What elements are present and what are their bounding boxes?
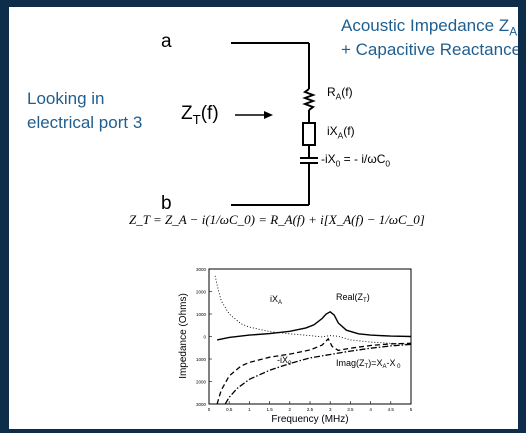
series-line-dashdot [224, 343, 412, 405]
y-tick-label: 2000 [196, 290, 207, 295]
x-axis-label: Frequency (MHz) [271, 414, 348, 425]
zt-label: ZT(f) [181, 103, 219, 127]
y-tick-label: 3000 [196, 267, 207, 272]
y-tick-label: 1000 [196, 357, 207, 362]
annotation-ixa: iXA [270, 294, 282, 306]
y-tick-label: 2000 [196, 380, 207, 385]
resistor-symbol [302, 88, 316, 111]
series-line-solid [216, 310, 412, 341]
x-tick-label: 2 [289, 407, 292, 412]
x-tick-label: 5 [410, 407, 413, 412]
ix0-label: -iX0 = - i/ωC0 [321, 152, 391, 169]
x-tick-label: 2.5 [307, 407, 314, 412]
annotation-imag-zt: Imag(ZT)=XA-X 0 [336, 358, 401, 370]
x-tick-label: 3.5 [347, 407, 354, 412]
impedance-equation: Z_T = Z_A − i(1/ωC_0) = R_A(f) + i[X_A(f… [129, 212, 425, 227]
series-line-dashed [216, 337, 412, 405]
x-tick-label: 0 [208, 407, 211, 412]
looking-in-line-2: electrical port 3 [27, 113, 143, 132]
title-line-1: Acoustic Impedance ZA [341, 16, 518, 39]
x-tick-label: 1 [248, 407, 251, 412]
series-line-dotted [214, 275, 412, 345]
y-tick-label: 3000 [196, 402, 207, 407]
x-tick-label: 3 [329, 407, 332, 412]
looking-in-line-1: Looking in [27, 89, 105, 108]
annotation-ix0: -iX0 [277, 355, 292, 367]
x-tick-label: 0.5 [226, 407, 233, 412]
y-tick-label: 0 [203, 335, 206, 340]
slide: Acoustic Impedance ZA + Capacitive React… [9, 7, 518, 429]
annotation-real-zt: Real(ZT) [336, 292, 370, 304]
x-tick-label: 4 [369, 407, 372, 412]
circuit-diagram [231, 42, 318, 206]
ixa-label: iXA(f) [327, 124, 355, 141]
impedance-plot: 3000 2000 1000 0 1000 2000 3000 0 0.5 1 1.5 2 2.5 3 3… [178, 267, 413, 425]
x-tick-label: 1.5 [266, 407, 273, 412]
ra-label: RA(f) [327, 85, 353, 102]
y-axis-label: Impedance (Ohms) [178, 293, 189, 379]
node-b-label: b [161, 193, 172, 214]
title-line-2: + Capacitive Reactance [341, 40, 518, 59]
x-tick-label: 4.5 [388, 407, 395, 412]
y-tick-label: 1000 [196, 312, 207, 317]
node-a-label: a [161, 31, 172, 52]
